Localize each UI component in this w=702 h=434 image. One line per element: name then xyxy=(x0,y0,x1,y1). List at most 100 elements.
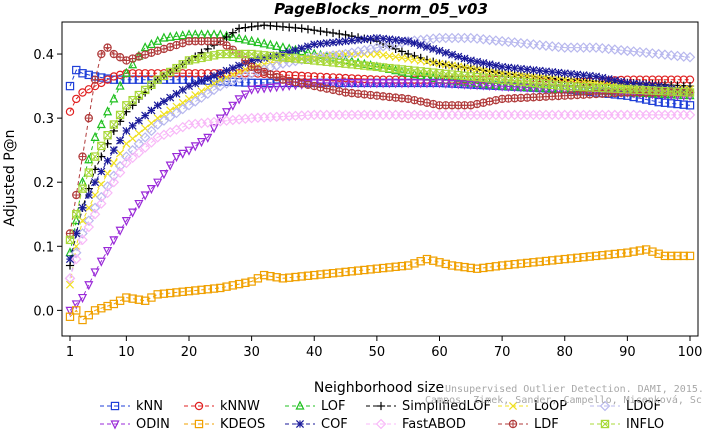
marker-diamond xyxy=(684,109,696,121)
data-point xyxy=(172,75,181,84)
data-point xyxy=(133,147,145,158)
marker-bar xyxy=(479,58,488,68)
legend-item-knn: kNN xyxy=(100,399,163,414)
data-point xyxy=(685,101,695,110)
marker-bar xyxy=(316,39,325,48)
marker-bar xyxy=(322,39,331,48)
data-point xyxy=(272,273,281,282)
marker-circle xyxy=(341,73,350,83)
data-point xyxy=(202,88,214,100)
marker-square xyxy=(629,247,638,256)
data-point xyxy=(65,255,75,264)
marker-square xyxy=(497,261,507,270)
data-point xyxy=(178,30,188,40)
marker-triangle-down xyxy=(209,124,219,134)
marker-square xyxy=(378,63,388,72)
marker-triangle xyxy=(165,31,175,41)
marker-bar xyxy=(235,67,244,77)
marker-square xyxy=(679,87,688,97)
x-tick-label: 80 xyxy=(556,345,573,360)
data-point xyxy=(529,66,538,75)
marker-diamond xyxy=(139,132,151,143)
data-point xyxy=(496,35,508,47)
data-point xyxy=(96,198,107,209)
marker-square xyxy=(284,53,294,63)
marker-square xyxy=(673,87,682,97)
data-point xyxy=(473,65,482,74)
marker-bar xyxy=(116,110,125,119)
marker-diamond xyxy=(102,181,113,192)
data-point xyxy=(422,254,432,264)
data-point xyxy=(216,283,225,293)
data-point xyxy=(316,27,325,36)
data-point xyxy=(397,261,407,271)
marker-circle xyxy=(360,74,369,84)
data-point xyxy=(353,57,363,67)
data-point xyxy=(122,139,131,148)
marker-square xyxy=(122,101,131,110)
data-point xyxy=(147,106,156,115)
marker-square xyxy=(616,249,626,258)
marker-triangle-down xyxy=(178,149,188,159)
data-point xyxy=(72,190,81,200)
marker-triangle-down xyxy=(391,79,401,89)
marker-square xyxy=(660,87,670,96)
marker-bar xyxy=(228,64,237,73)
data-point xyxy=(191,69,200,78)
marker-triangle xyxy=(334,53,344,63)
data-point xyxy=(454,52,463,61)
marker-square xyxy=(516,77,526,86)
data-point xyxy=(335,29,344,39)
data-point xyxy=(472,264,482,273)
marker-bar xyxy=(103,156,112,165)
data-point xyxy=(541,256,551,266)
data-point xyxy=(196,92,207,103)
marker-triangle-down xyxy=(334,79,344,89)
marker-circle xyxy=(109,72,119,81)
data-point xyxy=(328,28,338,38)
data-point xyxy=(190,96,201,107)
data-point xyxy=(360,74,369,84)
marker-square xyxy=(110,401,120,411)
marker-triangle xyxy=(109,93,119,103)
marker-square xyxy=(667,87,676,96)
plot-frame xyxy=(61,21,699,337)
data-point xyxy=(146,185,156,195)
marker-square xyxy=(353,60,363,70)
data-point xyxy=(78,152,87,161)
marker-square xyxy=(234,279,244,289)
marker-square xyxy=(403,65,413,75)
data-point xyxy=(409,79,420,89)
marker-square xyxy=(529,78,538,88)
series-line xyxy=(69,37,691,279)
data-point xyxy=(341,30,350,39)
marker-square xyxy=(566,82,576,91)
data-point xyxy=(385,51,394,60)
data-point xyxy=(184,82,194,91)
marker-triangle-down xyxy=(259,84,269,94)
data-point xyxy=(159,97,168,106)
legend-label: LoOP xyxy=(534,399,567,414)
data-point xyxy=(504,260,513,270)
marker-triangle xyxy=(71,215,81,225)
x-tick-label: 70 xyxy=(494,345,511,360)
data-point xyxy=(416,56,425,65)
marker-bar xyxy=(473,65,482,74)
marker-bar xyxy=(203,83,212,92)
y-axis-label: Adjusted P@n xyxy=(2,129,18,226)
marker-bar xyxy=(91,178,100,187)
marker-square xyxy=(303,55,313,65)
marker-bar xyxy=(228,70,237,79)
marker-triangle xyxy=(203,29,213,39)
marker-diamond xyxy=(359,44,370,56)
data-point xyxy=(109,236,119,246)
data-point xyxy=(641,245,651,254)
legend-label: kNN xyxy=(136,399,163,414)
data-point xyxy=(471,33,483,44)
data-point xyxy=(159,289,169,298)
marker-square xyxy=(360,265,369,275)
data-point xyxy=(479,263,488,273)
data-point xyxy=(397,53,406,62)
marker-square xyxy=(90,306,100,315)
data-point xyxy=(78,184,87,193)
